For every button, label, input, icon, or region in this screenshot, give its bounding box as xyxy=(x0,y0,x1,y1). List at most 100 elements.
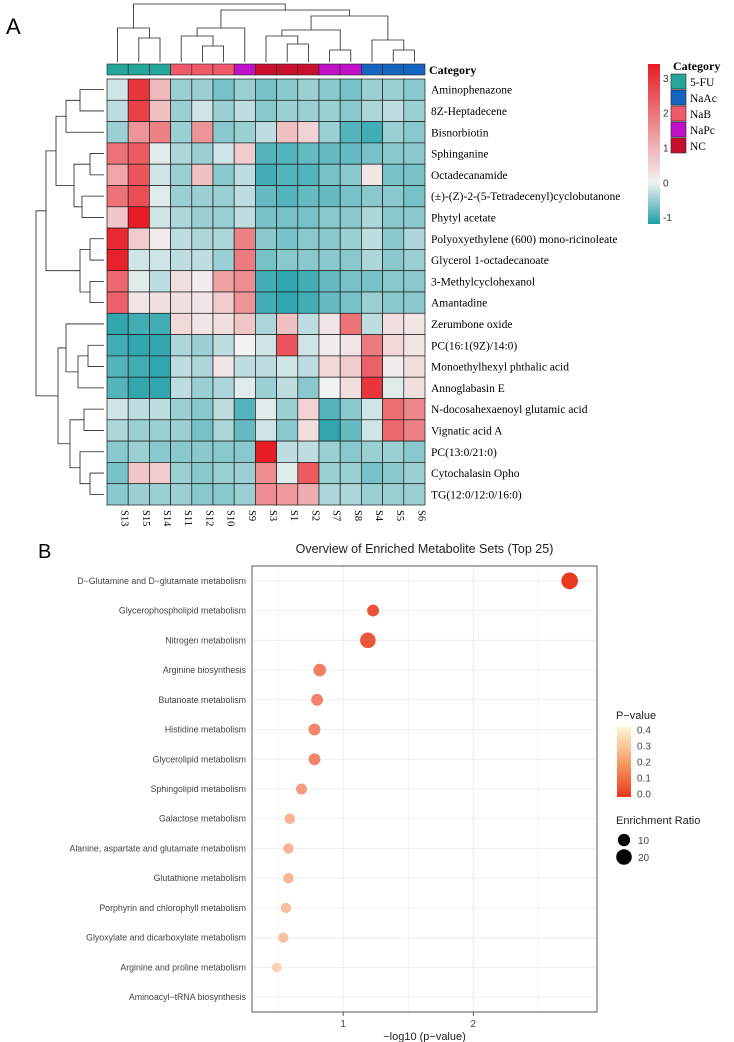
heatmap-cell xyxy=(106,121,129,144)
heatmap-cell xyxy=(255,121,277,144)
heatmap-cell xyxy=(149,440,171,463)
enrichment-dot xyxy=(278,932,289,943)
pathway-label: Galactose metabolism xyxy=(159,814,246,824)
heatmap-cell xyxy=(170,163,193,186)
heatmap-cell xyxy=(361,376,383,399)
heatmap-cell xyxy=(170,462,193,485)
heatmap-cell xyxy=(106,249,129,272)
heatmap-cell xyxy=(191,249,214,272)
heatmap-cell xyxy=(276,419,299,442)
size-legend-title: Enrichment Ratio xyxy=(616,815,700,827)
enrichment-dot xyxy=(360,632,376,649)
heatmap-cell xyxy=(318,398,341,421)
heatmap-cell xyxy=(318,142,341,165)
heatmap-cell xyxy=(339,121,362,144)
sample-label: S12 xyxy=(203,510,214,526)
heatmap-cell xyxy=(255,99,277,122)
heatmap-cell xyxy=(382,163,405,186)
heatmap-cell xyxy=(403,163,426,186)
pathway-label: Aminoacyl−tRNA biosynthesis xyxy=(129,992,247,1002)
heatmap-cell xyxy=(339,355,362,378)
heatmap-cell xyxy=(233,270,256,293)
heatmap-cell xyxy=(255,163,277,186)
heatmap-cell xyxy=(339,163,362,186)
heatmap-cell xyxy=(382,142,405,165)
heatmap-cell xyxy=(403,440,426,463)
heatmap-cell xyxy=(297,462,320,485)
heatmap-cell xyxy=(276,185,299,208)
heatmap-cell xyxy=(212,376,235,399)
heatmap-cell xyxy=(361,312,383,335)
heatmap-cell xyxy=(382,312,405,335)
heatmap-cell xyxy=(276,483,299,506)
heatmap-cell xyxy=(276,121,299,144)
heatmap-cell xyxy=(255,227,277,250)
heatmap-cell xyxy=(149,78,171,101)
pathway-label: Butanoate metabolism xyxy=(158,695,246,705)
heatmap-cell xyxy=(297,121,320,144)
enrichment-dot xyxy=(283,872,294,884)
row-dendrogram xyxy=(35,89,104,495)
heatmap-cell xyxy=(170,355,193,378)
plot-border xyxy=(251,565,598,1013)
heatmap-cell xyxy=(127,440,150,463)
heatmap-cell xyxy=(106,312,129,335)
heatmap-cell xyxy=(297,398,320,421)
heatmap-cell xyxy=(382,334,405,357)
sample-label: S6 xyxy=(415,510,426,521)
heatmap-cell xyxy=(233,78,256,101)
heatmap-cell xyxy=(361,227,383,250)
heatmap-cell xyxy=(361,334,383,357)
heatmap-cell xyxy=(255,398,277,421)
heatmap-cell xyxy=(127,291,150,314)
metabolite-label: Aminophenazone xyxy=(431,85,512,97)
heatmap-cell xyxy=(233,483,256,506)
heatmap-cell xyxy=(191,206,214,229)
category-cell-S4 xyxy=(361,63,383,76)
panel-a-label: A xyxy=(6,14,21,39)
heatmap-cell xyxy=(170,398,193,421)
heatmap-cell xyxy=(276,440,299,463)
heatmap-cell xyxy=(149,249,171,272)
heatmap-cell xyxy=(191,163,214,186)
color-scale-tick: 3 xyxy=(663,74,669,85)
heatmap-cell xyxy=(255,270,277,293)
heatmap-cell xyxy=(339,419,362,442)
heatmap-cell xyxy=(255,334,277,357)
metabolite-label: 8Z-Heptadecene xyxy=(431,106,507,118)
heatmap-cell xyxy=(212,334,235,357)
heatmap-cell xyxy=(191,185,214,208)
heatmap-cell xyxy=(212,483,235,506)
heatmap-cell xyxy=(233,249,256,272)
heatmap-cell xyxy=(318,227,341,250)
heatmap-cell xyxy=(255,376,277,399)
x-axis-label: −log10 (p−value) xyxy=(383,1031,466,1042)
heatmap-cell xyxy=(382,185,405,208)
heatmap-cell xyxy=(149,462,171,485)
gridlines xyxy=(252,566,597,1012)
heatmap-cell xyxy=(297,78,320,101)
size-legend-label: 10 xyxy=(638,836,650,847)
heatmap-cell xyxy=(318,99,341,122)
heatmap-cell xyxy=(361,355,383,378)
heatmap-cell xyxy=(170,312,193,335)
metabolite-label: Octadecanamide xyxy=(431,170,508,182)
heatmap-cell xyxy=(318,270,341,293)
heatmap-cell xyxy=(339,312,362,335)
heatmap-cell xyxy=(339,206,362,229)
heatmap-cell xyxy=(149,99,171,122)
heatmap-cell xyxy=(361,78,383,101)
heatmap-cell xyxy=(318,483,341,506)
heatmap-cell xyxy=(233,398,256,421)
heatmap-cell xyxy=(212,291,235,314)
heatmap-cell xyxy=(361,206,383,229)
heatmap-cell xyxy=(361,142,383,165)
heatmap-cell xyxy=(361,419,383,442)
heatmap-cell xyxy=(212,163,235,186)
sample-label: S11 xyxy=(182,510,193,526)
heatmap-cell xyxy=(233,291,256,314)
heatmap-legends: -1 0 1 2 3 Category 5-FU NaAc NaB NaPc NC xyxy=(648,59,720,224)
heatmap-cell xyxy=(233,440,256,463)
heatmap-cell xyxy=(106,440,129,463)
heatmap-cell xyxy=(149,483,171,506)
